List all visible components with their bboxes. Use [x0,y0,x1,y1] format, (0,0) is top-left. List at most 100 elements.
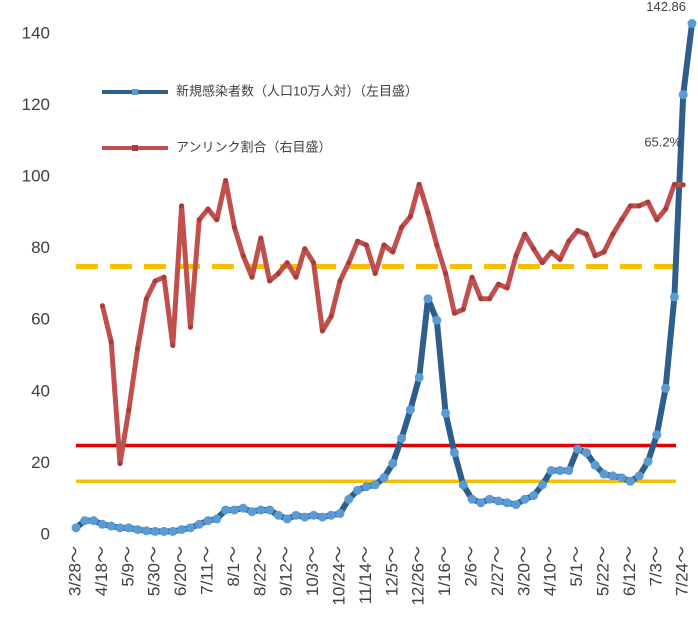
x-tick-label: 5/9～ [118,546,137,587]
data-point [355,238,361,244]
x-tick-label: 3/28～ [65,546,84,596]
data-point [205,206,211,212]
data-point [548,249,554,255]
data-point [353,485,363,495]
data-point [124,523,134,533]
data-point [581,448,591,458]
data-point [319,328,325,334]
data-point [231,224,237,230]
x-tick-label: 7/11～ [197,546,216,595]
data-point [654,217,660,223]
data-point [599,469,609,479]
data-point [416,181,422,187]
data-point [495,281,501,287]
data-point [669,292,679,302]
data-point [214,217,220,223]
data-point [115,523,125,533]
data-point [451,310,457,316]
data-point [177,525,187,535]
data-point [608,471,618,481]
data-point [135,346,141,352]
series-line [74,23,695,535]
data-point [434,242,440,248]
data-point [291,510,301,520]
data-point [407,214,413,220]
data-point [249,274,255,280]
data-point [617,473,627,483]
data-point [663,206,669,212]
data-point [317,512,327,522]
y-tick-label: 80 [31,238,50,257]
data-point [652,430,662,440]
data-point [212,514,222,524]
data-point [564,466,574,476]
x-tick-label: 12/26～ [409,546,428,606]
data-point [625,476,635,486]
y-tick-label: 140 [22,23,50,42]
data-point [531,246,537,252]
data-point [601,249,607,255]
data-point [680,182,686,188]
data-point [133,525,143,535]
data-point [282,514,292,524]
data-point [247,507,257,517]
x-tick-label: 8/1～ [224,546,243,587]
data-point [557,257,563,263]
x-tick-label: 1/16～ [435,546,454,596]
data-point [539,260,545,266]
data-point [469,274,475,280]
data-point [502,498,512,508]
data-point [346,260,352,266]
data-point [661,383,671,393]
data-point [344,494,354,504]
data-point [361,482,371,492]
data-point [159,526,169,536]
data-point [619,217,625,223]
data-point [485,494,495,504]
data-point [493,496,503,506]
data-point [117,461,123,467]
data-point [187,324,193,330]
data-point [443,270,449,276]
data-point [449,448,459,458]
y-tick-label: 100 [22,166,50,185]
legend-marker [132,145,138,151]
data-point [223,178,229,184]
data-point [363,242,369,248]
x-tick-label: 4/10～ [541,546,560,596]
data-point [80,516,90,526]
x-tick-label: 3/20～ [514,546,533,596]
data-point [196,217,202,223]
data-point [300,512,310,522]
x-tick-label: 5/22～ [593,546,612,596]
y-tick-label: 120 [22,95,50,114]
data-point [504,285,510,291]
data-point [575,228,581,234]
data-point [388,458,398,468]
data-point [143,296,149,302]
x-tick-label: 5/30～ [145,546,164,596]
data-point [221,505,231,515]
data-point [399,224,405,230]
data-point [89,516,99,526]
y-tick-label: 60 [31,310,50,329]
data-point [487,296,493,302]
data-point [645,199,651,205]
data-point [583,231,589,237]
data-point [634,471,644,481]
x-tick-label: 2/27～ [488,546,507,596]
data-point [687,19,697,29]
data-point [643,457,653,467]
data-point [678,90,688,100]
data-point [335,509,345,519]
data-point [150,526,160,536]
data-point [458,480,468,490]
x-tick-label: 9/12～ [277,546,296,596]
data-point [390,249,396,255]
data-point [229,505,239,515]
data-label: 65.2% [644,134,681,149]
data-point [265,505,275,515]
data-point [302,246,308,252]
x-tick-label: 8/22～ [250,546,269,596]
